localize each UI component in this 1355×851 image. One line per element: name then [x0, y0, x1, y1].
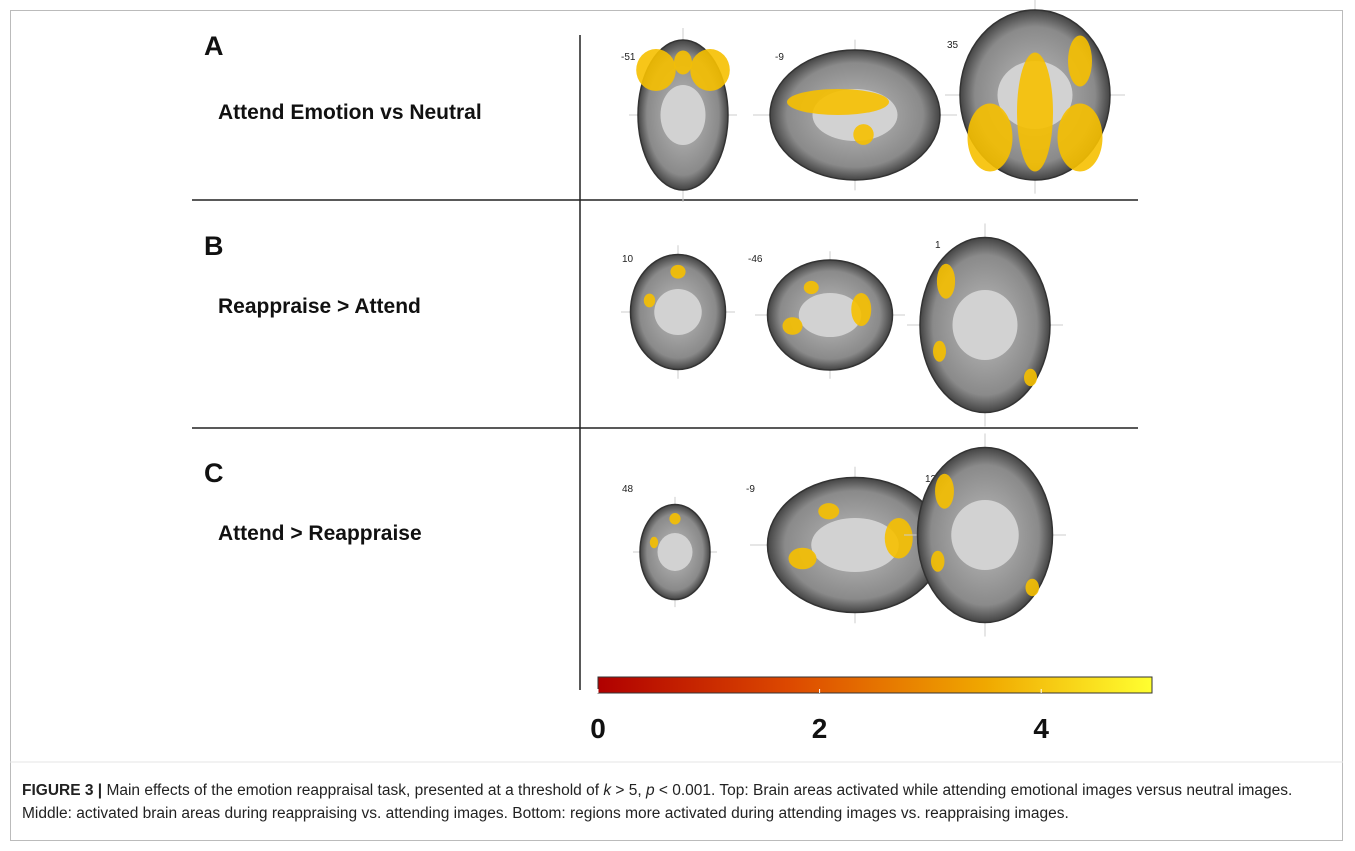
panel-label: Attend > Reappraise — [218, 522, 422, 545]
colorbar-tick-label: 4 — [1033, 713, 1049, 744]
colorbar-tick-label: 0 — [590, 713, 606, 744]
brain-core — [654, 289, 702, 335]
activation — [670, 264, 686, 279]
panel-label: Attend Emotion vs Neutral — [218, 101, 482, 124]
panel-letter: A — [204, 31, 224, 61]
slice-coordinate: -51 — [621, 52, 636, 63]
activation — [803, 280, 819, 295]
caption-label: FIGURE 3 | — [22, 782, 103, 799]
activation — [643, 293, 656, 308]
activation — [636, 49, 676, 91]
brain-core — [951, 500, 1019, 570]
brain-core — [657, 533, 693, 571]
activation — [788, 547, 817, 570]
caption-text: > 5, — [611, 782, 646, 799]
activation — [1024, 368, 1037, 387]
slice-coordinate: 48 — [622, 484, 634, 495]
slice-coordinate: 12 — [925, 474, 937, 485]
brain-slice — [750, 466, 960, 624]
figure-frame — [10, 10, 1343, 841]
panel-label: Reappraise > Attend — [218, 295, 421, 318]
brain-core — [798, 293, 862, 337]
activation — [853, 124, 874, 145]
brain-slice — [633, 496, 717, 608]
colorbar-tick-label: 2 — [812, 713, 828, 744]
caption: FIGURE 3 | Main effects of the emotion r… — [22, 779, 1332, 825]
activation — [931, 550, 945, 572]
activation — [1017, 52, 1053, 172]
slice-coordinate: -46 — [748, 254, 763, 265]
brain-slice — [945, 0, 1125, 194]
colorbar — [597, 676, 1153, 694]
activation — [1057, 103, 1103, 172]
caption-text: Main effects of the emotion reappraisal … — [102, 782, 604, 799]
caption-text: k — [603, 782, 612, 799]
activation — [782, 317, 803, 335]
slice-coordinate: -9 — [746, 484, 755, 495]
activation — [933, 340, 946, 362]
activation — [936, 263, 956, 299]
brain-slice — [621, 245, 735, 379]
caption-text: p — [645, 782, 655, 799]
brain-slice — [904, 433, 1066, 637]
activation — [1025, 578, 1039, 597]
brain-core — [811, 518, 899, 572]
brain-slice — [753, 39, 957, 191]
slice-coordinate: 10 — [622, 254, 634, 265]
panel-letter: B — [204, 231, 224, 261]
caption-text: < 0.001. Top: Brain areas activated whil… — [22, 782, 1293, 822]
activation — [669, 513, 681, 525]
activation — [967, 103, 1013, 172]
activation — [935, 473, 954, 509]
panel-letter: C — [204, 458, 224, 488]
activation — [851, 293, 872, 326]
slice-coordinate: -9 — [775, 52, 784, 63]
slice-coordinate: 1 — [935, 240, 941, 251]
activation — [674, 50, 692, 75]
brain-core — [660, 85, 706, 145]
activation — [690, 49, 730, 91]
activation — [1068, 35, 1092, 87]
activation — [884, 518, 913, 559]
brain-slice — [907, 223, 1063, 427]
activation — [787, 89, 889, 115]
activation — [818, 503, 840, 520]
slice-coordinate: 35 — [947, 40, 959, 51]
activation — [649, 536, 659, 549]
brain-core — [952, 290, 1018, 360]
brain-slice — [755, 251, 905, 379]
brain-slice — [629, 28, 737, 202]
